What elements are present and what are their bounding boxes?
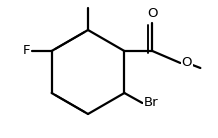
Text: O: O [181, 56, 192, 70]
Text: Br: Br [143, 96, 158, 109]
Text: O: O [147, 7, 158, 20]
Text: F: F [23, 44, 31, 58]
